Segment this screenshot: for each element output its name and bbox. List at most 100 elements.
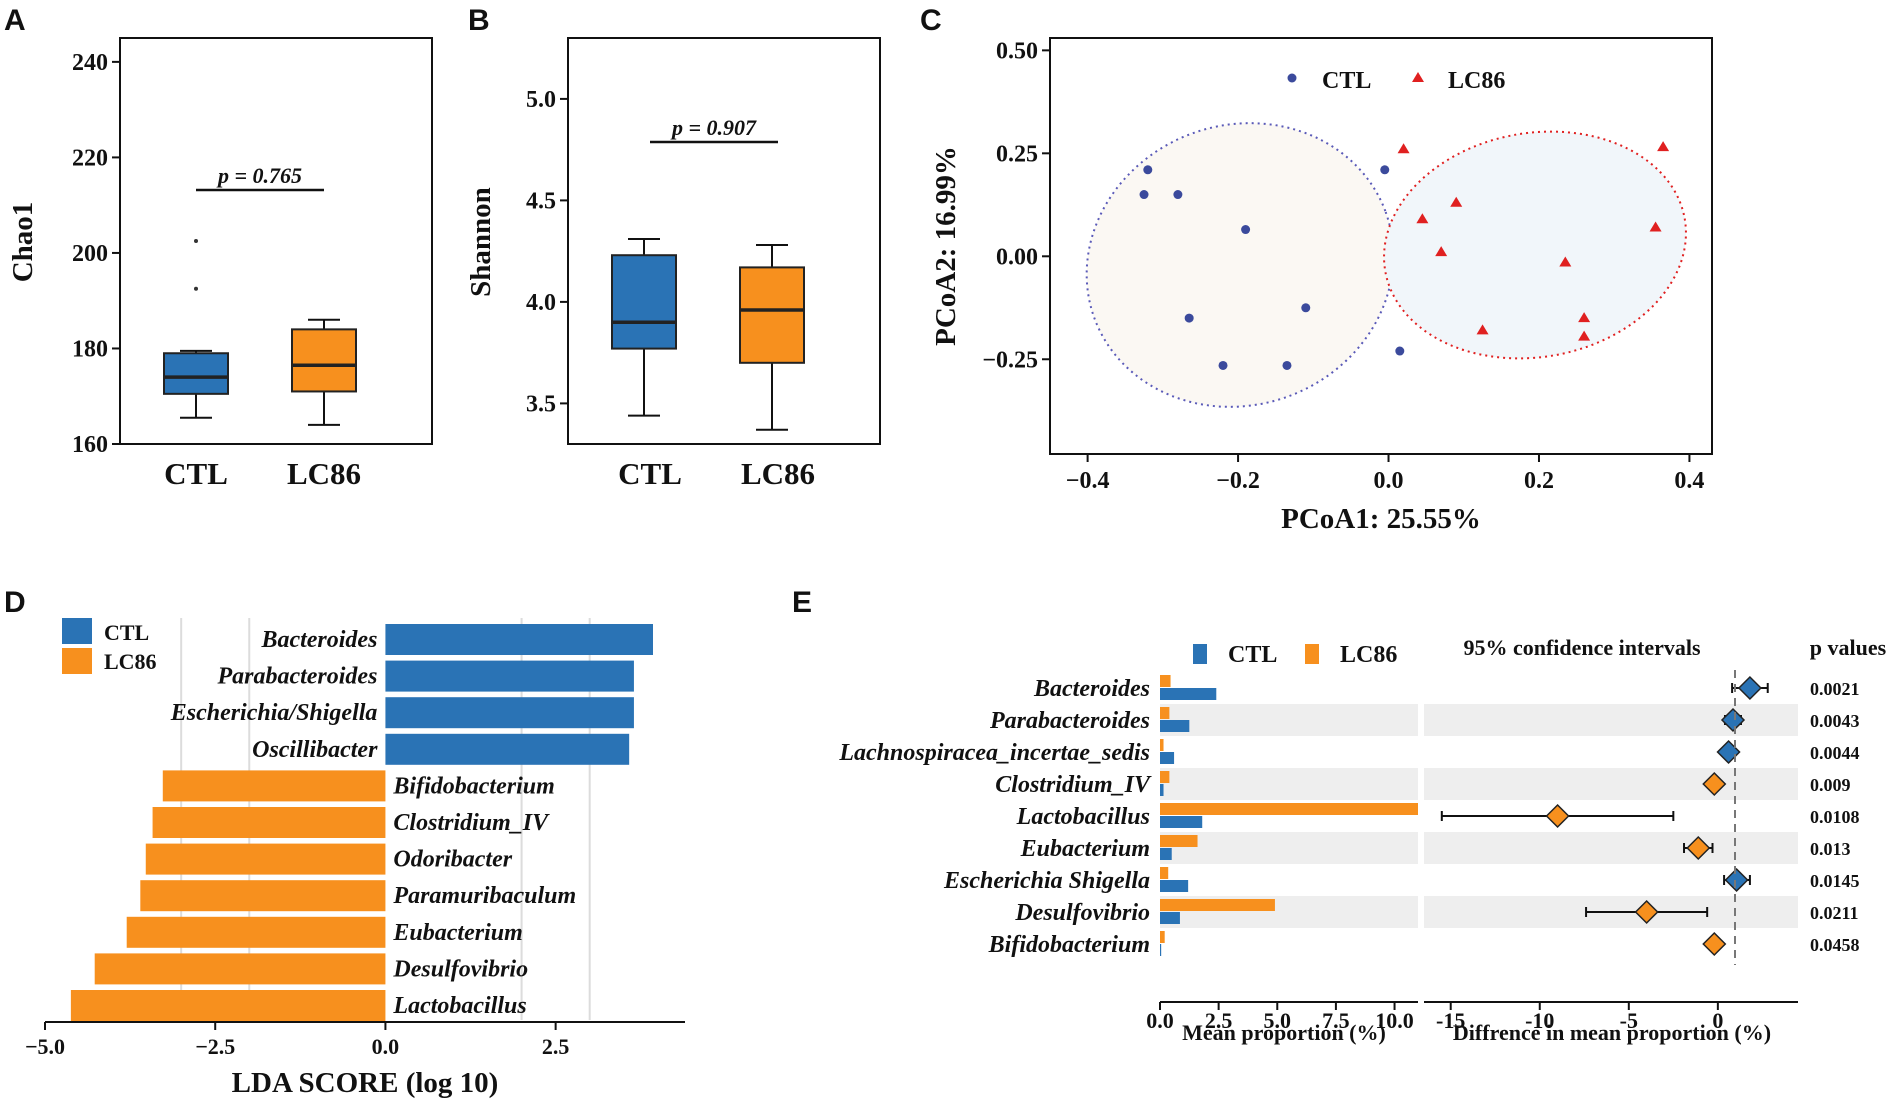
d-label-oscillibacter: Oscillibacter (252, 737, 378, 763)
panel-a-cat-lc86: LC86 (287, 456, 361, 491)
e-label-parabacteroides: Parabacteroides (989, 708, 1150, 734)
e-pvalue-lactobacillus: 0.0108 (1810, 807, 1860, 827)
panel-a-frame (119, 37, 433, 445)
ctl-point (1173, 190, 1183, 200)
lc86-point (1649, 221, 1662, 232)
a-ytick-label: 160 (72, 432, 108, 458)
panel-a-ylabel: Chao1 (7, 202, 39, 283)
ctl-point (1139, 190, 1149, 200)
e-diff-xtick-label: -5 (1620, 1008, 1638, 1033)
e-label-eubacterium: Eubacterium (1020, 836, 1150, 862)
ctl-point (1184, 313, 1194, 323)
a-ytick-label: 240 (72, 50, 108, 76)
legend-ctl-label: CTL (1322, 68, 1371, 94)
d-label-bacteroides: Bacteroides (260, 627, 377, 653)
e-bar-ctl-bacteroides (1160, 688, 1217, 700)
e-pvalue-eubacterium: 0.013 (1810, 839, 1851, 859)
e-mean-xtick-label: 2.5 (1205, 1008, 1233, 1033)
a-ytick-label: 200 (72, 241, 108, 267)
d-xtick-label: −2.5 (195, 1034, 235, 1059)
legend-ctl-marker (1287, 73, 1297, 83)
a-box-lc86 (291, 328, 357, 393)
e-bar-lc86-desulfovibrio (1160, 899, 1275, 911)
c-xtick-label: 0.0 (1374, 468, 1404, 494)
d-label-eubacterium: Eubacterium (392, 920, 522, 946)
e-ci-title: 95% confidence intervals (1463, 635, 1701, 660)
e-diamond-bifidobacterium (1702, 931, 1727, 957)
e-diff-xtick-label: -10 (1525, 1008, 1554, 1033)
d-bar-clostridium-iv (152, 807, 386, 838)
e-mean-xtick-label: 5.0 (1264, 1008, 1292, 1033)
e-bar-ctl-eubacterium (1160, 848, 1172, 860)
panel-d: D Bacteroides Parabacteroides Escherichia/… (4, 586, 685, 1099)
e-label-bifidobacterium: Bifidobacterium (988, 932, 1150, 958)
e-bar-lc86-lachnospiracea-incertae-sedis (1160, 739, 1164, 751)
panel-e-letter: E (792, 586, 812, 619)
e-diff-xlabel: Diffrence in mean proportion (%) (1453, 1020, 1771, 1045)
e-label-bacteroides: Bacteroides (1033, 676, 1150, 702)
lc86-point (1397, 143, 1410, 154)
e-legend-ctl-swatch (1193, 644, 1207, 664)
ctl-point (1282, 360, 1292, 370)
e-pvalue-parabacteroides: 0.0043 (1810, 711, 1860, 731)
c-xtick-label: 0.2 (1524, 468, 1554, 494)
panel-c-ylabel: PCoA2: 16.99% (930, 146, 962, 346)
e-label-lachnospiracea-incertae-sedis: Lachnospiracea_incertae_sedis (838, 740, 1150, 766)
e-bar-ctl-bifidobacterium (1160, 944, 1162, 956)
e-pvalue-desulfovibrio: 0.0211 (1810, 903, 1859, 923)
e-pvalue-clostridium-iv: 0.009 (1810, 775, 1851, 795)
e-pvalue-bifidobacterium: 0.0458 (1810, 935, 1860, 955)
ctl-point (1218, 360, 1228, 370)
e-diff-xtick-label: -15 (1436, 1008, 1465, 1033)
e-diamond-parabacteroides (1720, 707, 1746, 733)
b-box-lc86 (739, 266, 805, 364)
e-label-desulfovibrio: Desulfovibrio (1014, 900, 1150, 926)
e-bar-lc86-bifidobacterium (1160, 931, 1165, 943)
d-label-desulfovibrio: Desulfovibrio (392, 956, 528, 982)
d-label-clostridium-iv: Clostridium_IV (393, 810, 550, 836)
e-pvalue-escherichia-shigella: 0.0145 (1810, 871, 1860, 891)
lc86-ellipse (1383, 130, 1687, 360)
e-bar-ctl-clostridium-iv (1160, 784, 1164, 796)
panel-c-letter: C (920, 4, 942, 37)
ctl-point (1380, 165, 1390, 175)
e-diamond-lachnospiracea-incertae-sedis (1716, 739, 1741, 765)
e-bar-ctl-desulfovibrio (1160, 912, 1180, 924)
d-label-paramuribaculum: Paramuribaculum (392, 883, 576, 909)
d-bar-oscillibacter (385, 733, 630, 765)
panel-b-letter: B (468, 4, 490, 37)
d-legend-lc86-label: LC86 (104, 649, 157, 674)
e-legend-lc86-label: LC86 (1340, 642, 1397, 668)
d-xtick-label: −5.0 (25, 1034, 65, 1059)
e-legend-ctl-label: CTL (1228, 642, 1277, 668)
a-ytick-label: 180 (72, 336, 108, 362)
e-diamond-eubacterium (1686, 835, 1711, 861)
d-bar-parabacteroides (385, 660, 634, 692)
e-diff-xtick-label: 0 (1712, 1008, 1723, 1033)
lc86-point (1578, 330, 1591, 341)
e-diamond-escherichia-shigella (1724, 867, 1749, 893)
e-stripe-diff (1424, 832, 1798, 864)
d-label-bifidobacterium: Bifidobacterium (392, 773, 554, 799)
c-ytick-label: −0.25 (982, 347, 1038, 373)
e-pvalue-title: p values (1810, 635, 1887, 660)
e-bar-lc86-parabacteroides (1160, 707, 1170, 719)
d-bar-odoribacter (145, 843, 386, 875)
e-stripe-mean (1160, 768, 1418, 800)
c-xtick-label: −0.4 (1066, 468, 1110, 494)
e-bar-lc86-clostridium-iv (1160, 771, 1170, 783)
e-bar-lc86-bacteroides (1160, 675, 1171, 687)
panel-b-cat-ctl: CTL (618, 456, 682, 491)
e-mean-xlabel: Mean proportion (%) (1182, 1020, 1386, 1045)
c-ytick-label: 0.25 (996, 141, 1038, 167)
ctl-point (1395, 346, 1405, 356)
d-label-lactobacillus: Lactobacillus (392, 993, 526, 1019)
d-label-odoribacter: Odoribacter (393, 847, 512, 873)
a-box-ctl (163, 352, 229, 395)
e-legend-lc86-swatch (1305, 644, 1319, 664)
ctl-point (1241, 225, 1251, 235)
lc86-point (1476, 324, 1489, 335)
d-label-parabacteroides: Parabacteroides (216, 664, 377, 690)
panel-c: C −0.4 −0.2 0.0 0.2 0.4 −0.25 0.00 0.25 0.50 CTL… (920, 4, 1713, 535)
